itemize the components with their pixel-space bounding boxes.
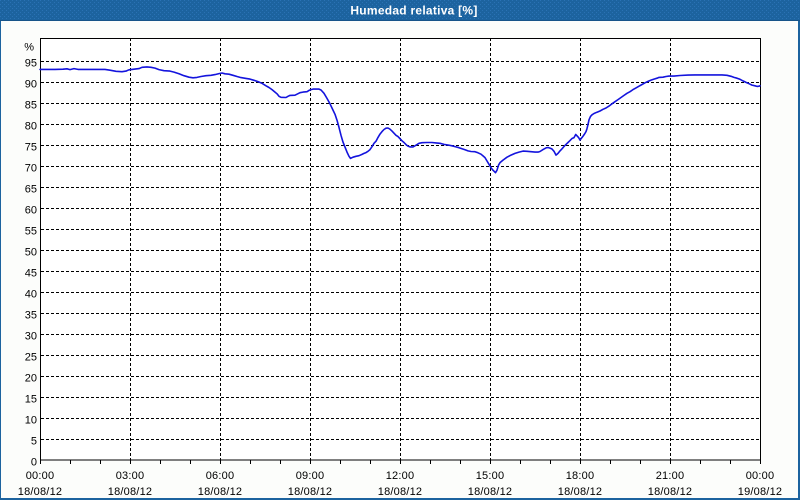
svg-text:55: 55 <box>25 226 37 238</box>
svg-text:30: 30 <box>25 331 37 343</box>
svg-text:06:00: 06:00 <box>206 470 235 482</box>
svg-text:35: 35 <box>25 310 37 322</box>
svg-text:20: 20 <box>25 373 37 385</box>
svg-text:60: 60 <box>25 205 37 217</box>
svg-text:0: 0 <box>31 457 37 469</box>
svg-text:03:00: 03:00 <box>116 470 145 482</box>
svg-text:70: 70 <box>25 163 37 175</box>
svg-text:12:00: 12:00 <box>386 470 415 482</box>
svg-text:25: 25 <box>25 352 37 364</box>
svg-text:18/08/12: 18/08/12 <box>18 486 62 498</box>
svg-text:80: 80 <box>25 121 37 133</box>
svg-text:50: 50 <box>25 247 37 259</box>
svg-text:18/08/12: 18/08/12 <box>558 486 602 498</box>
svg-text:18/08/12: 18/08/12 <box>198 486 242 498</box>
svg-text:18/08/12: 18/08/12 <box>648 486 692 498</box>
svg-text:09:00: 09:00 <box>296 470 325 482</box>
svg-text:00:00: 00:00 <box>26 470 55 482</box>
svg-text:45: 45 <box>25 268 37 280</box>
svg-text:18/08/12: 18/08/12 <box>108 486 152 498</box>
svg-text:95: 95 <box>25 58 37 70</box>
svg-text:18/08/12: 18/08/12 <box>288 486 332 498</box>
svg-text:21:00: 21:00 <box>656 470 685 482</box>
svg-text:15:00: 15:00 <box>476 470 505 482</box>
svg-text:Humedad relativa [%]: Humedad relativa [%] <box>350 3 477 17</box>
svg-text:18/08/12: 18/08/12 <box>468 486 512 498</box>
svg-text:90: 90 <box>25 79 37 91</box>
svg-text:19/08/12: 19/08/12 <box>738 486 782 498</box>
svg-text:00:00: 00:00 <box>746 470 775 482</box>
svg-text:65: 65 <box>25 184 37 196</box>
svg-text:18:00: 18:00 <box>566 470 595 482</box>
svg-text:18/08/12: 18/08/12 <box>378 486 422 498</box>
svg-text:5: 5 <box>31 436 37 448</box>
svg-text:10: 10 <box>25 415 37 427</box>
svg-text:40: 40 <box>25 289 37 301</box>
svg-text:85: 85 <box>25 100 37 112</box>
svg-text:%: % <box>24 42 34 54</box>
svg-text:75: 75 <box>25 142 37 154</box>
svg-text:15: 15 <box>25 394 37 406</box>
